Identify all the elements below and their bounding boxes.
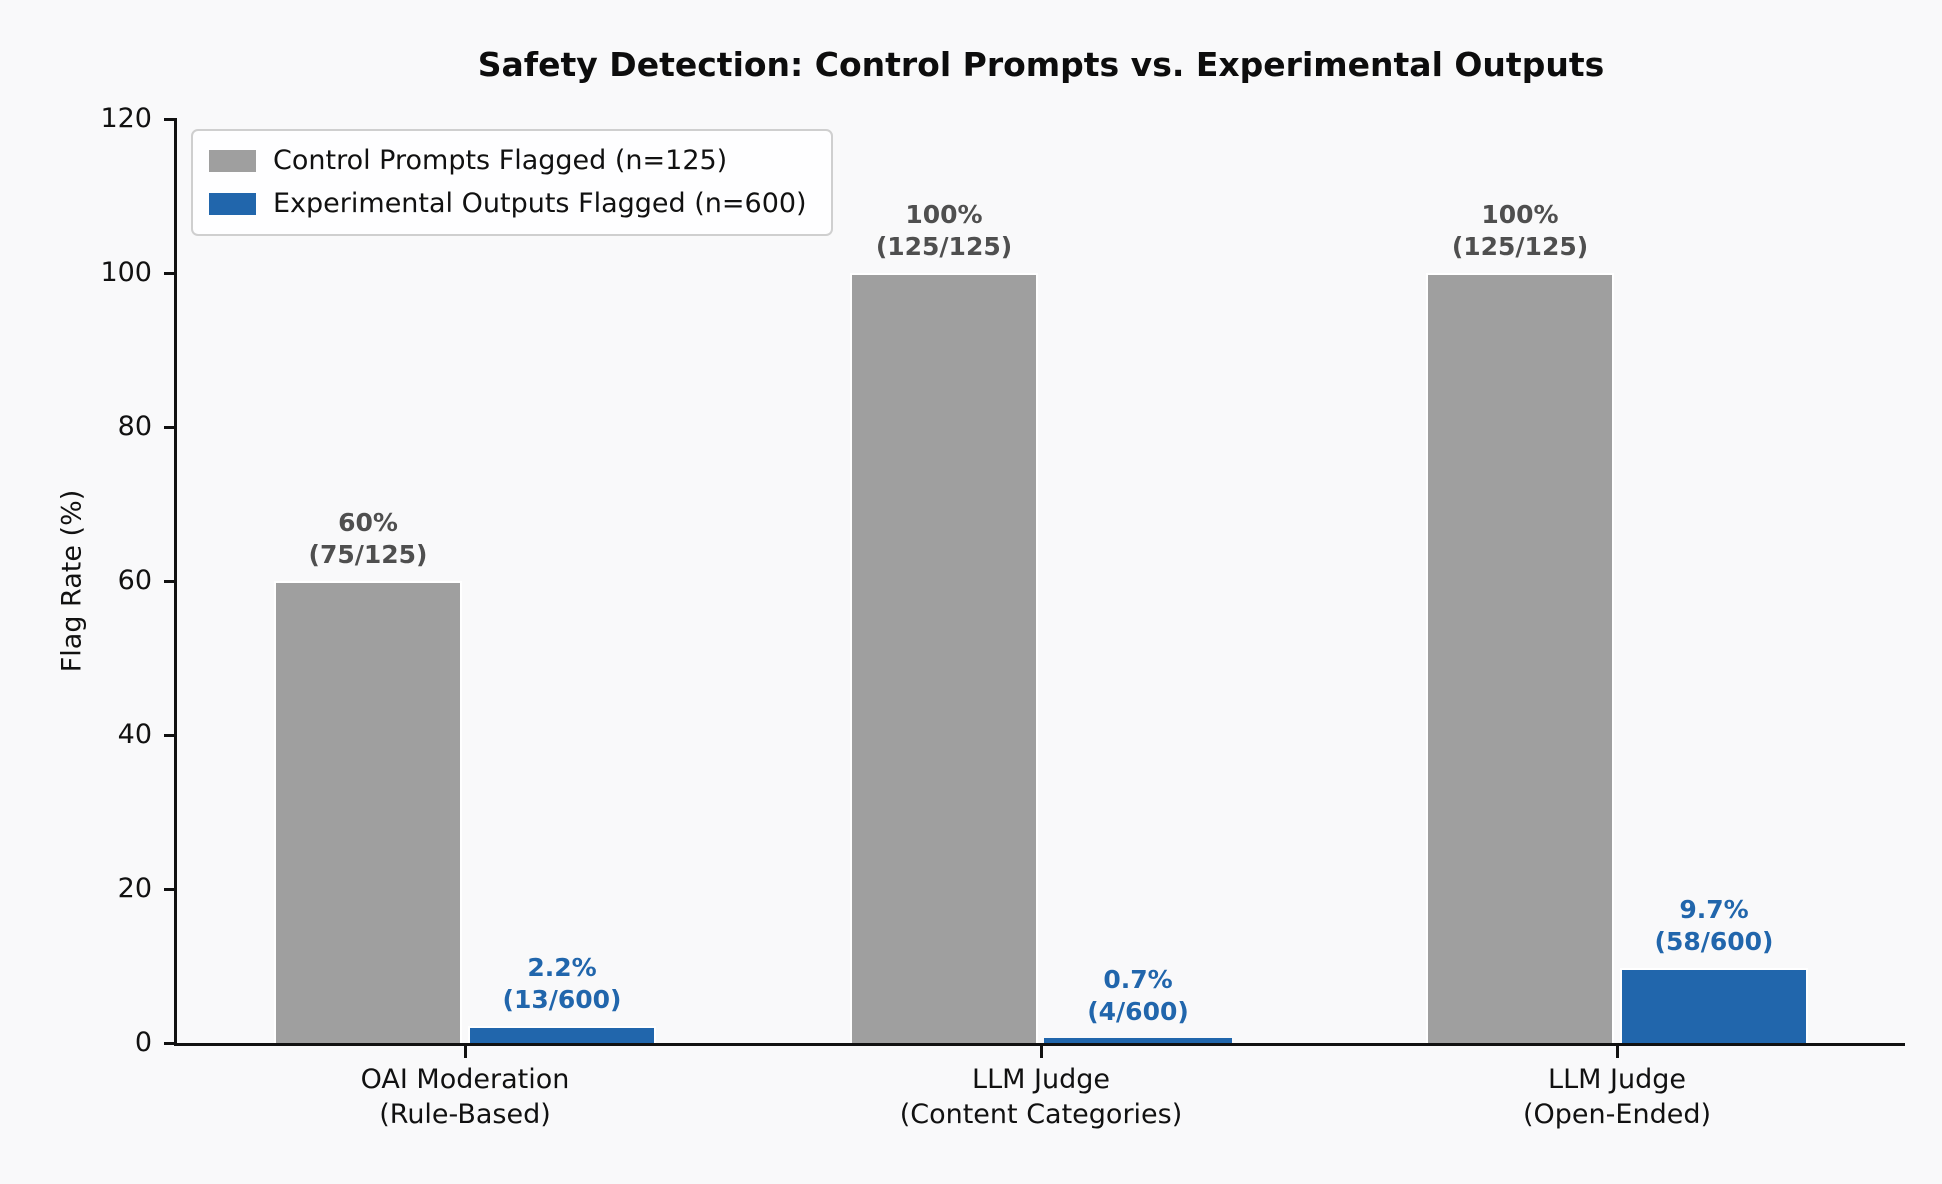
x-axis-category-line: LLM Judge	[1548, 1064, 1686, 1095]
bar-value-label: 100% (125/125)	[1370, 199, 1670, 263]
legend-series-label: Experimental Outputs Flagged (n=600)	[273, 188, 807, 219]
bar-value-label: 9.7% (58/600)	[1564, 894, 1864, 958]
bar-control-prompts	[850, 273, 1038, 1043]
y-axis-tick-label: 100	[100, 257, 152, 288]
x-axis-category-label: LLM Judge (Open-Ended)	[1317, 1062, 1917, 1132]
bar-control-prompts	[274, 581, 462, 1043]
chart-title: Safety Detection: Control Prompts vs. Ex…	[477, 45, 1605, 84]
y-axis-tick-label: 80	[117, 411, 152, 442]
legend-series-label: Control Prompts Flagged (n=125)	[273, 145, 728, 176]
bar-experimental-outputs	[1044, 1037, 1232, 1043]
bar-value-label-line: 2.2%	[527, 953, 597, 983]
plot-area: Control Prompts Flagged (n=125) Experimen…	[174, 119, 1905, 1046]
y-axis-tick-label: 40	[117, 719, 152, 750]
legend-swatch-icon	[209, 193, 256, 215]
y-axis-tick	[164, 733, 177, 737]
bar-experimental-outputs	[468, 1026, 656, 1043]
x-axis-category-line: (Open-Ended)	[1523, 1099, 1711, 1130]
bar-value-label: 2.2% (13/600)	[412, 952, 712, 1016]
bar-value-label: 0.7% (4/600)	[988, 964, 1288, 1028]
x-axis-tick	[1039, 1046, 1043, 1058]
bar-value-label-line: 60%	[338, 508, 398, 537]
bar-value-label: 100% (125/125)	[794, 199, 1094, 263]
bar-value-label-line: (13/600)	[502, 985, 622, 1015]
x-axis-tick	[1615, 1046, 1619, 1058]
y-axis-tick-label: 120	[100, 103, 152, 134]
y-axis-tick-label: 20	[117, 873, 152, 904]
y-axis-tick	[164, 271, 177, 275]
bar-value-label-line: (4/600)	[1087, 996, 1189, 1026]
y-axis-tick-label: 0	[134, 1027, 152, 1058]
legend: Control Prompts Flagged (n=125) Experimen…	[191, 129, 833, 236]
bar-control-prompts	[1426, 273, 1614, 1043]
legend-item: Experimental Outputs Flagged (n=600)	[209, 187, 807, 221]
x-axis-tick	[463, 1046, 467, 1058]
x-axis-category-line: LLM Judge	[972, 1064, 1110, 1095]
bar-value-label-line: (58/600)	[1654, 927, 1774, 957]
legend-item: Control Prompts Flagged (n=125)	[209, 144, 807, 178]
x-axis-category-label: OAI Moderation (Rule-Based)	[165, 1062, 765, 1132]
y-axis-tick	[164, 1041, 177, 1045]
bar-value-label-line: (125/125)	[875, 232, 1013, 261]
x-axis-category-line: (Rule-Based)	[379, 1099, 551, 1130]
y-axis-tick	[164, 425, 177, 429]
y-axis-tick	[164, 117, 177, 121]
bar-value-label-line: 100%	[1481, 200, 1559, 229]
bar-experimental-outputs	[1620, 968, 1808, 1043]
x-axis-category-line: (Content Categories)	[899, 1099, 1183, 1130]
x-axis-category-label: LLM Judge (Content Categories)	[741, 1062, 1341, 1132]
y-axis-tick	[164, 887, 177, 891]
y-axis-tick-label: 60	[117, 565, 152, 596]
bar-value-label-line: (125/125)	[1451, 232, 1589, 261]
bar-value-label: 60% (75/125)	[218, 507, 518, 571]
bar-value-label-line: 100%	[905, 200, 983, 229]
bar-value-label-line: (75/125)	[308, 540, 428, 569]
x-axis-category-line: OAI Moderation	[360, 1064, 570, 1095]
bar-value-label-line: 9.7%	[1679, 895, 1749, 925]
bar-value-label-line: 0.7%	[1103, 964, 1173, 994]
y-axis-tick	[164, 579, 177, 583]
legend-swatch-icon	[209, 150, 256, 172]
